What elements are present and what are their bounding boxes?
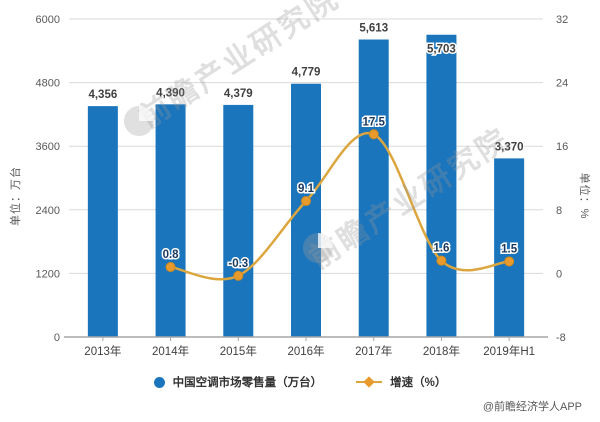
bar-value-label: 3,370 xyxy=(495,141,524,153)
bar xyxy=(358,39,389,338)
line-value-label: 1.5 xyxy=(501,243,518,255)
line-marker xyxy=(368,129,379,140)
line-marker xyxy=(301,196,311,207)
bar-value-label: 4,390 xyxy=(156,87,185,99)
line-value-label: 17.5 xyxy=(363,116,386,128)
line-marker xyxy=(436,255,447,266)
bar xyxy=(426,34,457,338)
bar-value-label: 5,613 xyxy=(359,23,388,35)
x-axis-label: 2017年 xyxy=(355,344,392,358)
line-value-label: 9.1 xyxy=(298,183,315,195)
x-axis-label: 2015年 xyxy=(220,344,257,358)
growth-line xyxy=(170,131,510,281)
right-axis-tick-label: 16 xyxy=(556,141,568,153)
legend-label-growth-rate: 增速（%） xyxy=(390,377,447,389)
line-marker xyxy=(504,256,515,267)
legend-item-growth-rate: 增速（%） xyxy=(356,374,446,390)
left-axis-tick-label: 2400 xyxy=(36,205,60,217)
left-axis-tick-label: 6000 xyxy=(36,14,60,26)
right-axis-tick-label: 0 xyxy=(556,268,562,280)
bar xyxy=(291,83,321,337)
right-axis-tick-label: 32 xyxy=(556,14,568,26)
legend-label-retail-volume: 中国空调市场零售量（万台） xyxy=(172,377,323,389)
line-marker xyxy=(233,270,244,281)
bar-value-label: 4,379 xyxy=(224,88,253,100)
line-series-swatch-icon xyxy=(356,376,383,388)
bar xyxy=(87,106,118,337)
bar xyxy=(494,158,525,337)
x-axis-label: 2014年 xyxy=(152,344,189,358)
source-credit: @前瞻经济学人APP xyxy=(482,401,582,413)
x-axis-label: 2016年 xyxy=(287,344,324,358)
bar-value-label: 4,779 xyxy=(292,67,321,79)
bar-value-label: 5,703 xyxy=(427,44,456,56)
legend: 中国空调市场零售量（万台） 增速（%） xyxy=(0,374,600,390)
line-marker xyxy=(165,262,176,273)
legend-item-retail-volume: 中国空调市场零售量（万台） xyxy=(153,374,323,390)
line-value-label: 1.6 xyxy=(433,243,449,255)
left-axis-tick-label: 1200 xyxy=(36,268,60,280)
left-axis-title: 单位：万台 xyxy=(10,166,22,226)
bar xyxy=(223,104,254,338)
left-axis-tick-label: 4800 xyxy=(36,78,60,90)
line-value-label: 0.8 xyxy=(163,249,180,261)
x-axis-label: 2019年H1 xyxy=(483,344,535,358)
bar-series-swatch-icon xyxy=(153,376,165,388)
x-axis-label: 2018年 xyxy=(423,344,460,358)
right-axis-tick-label: 8 xyxy=(556,205,562,217)
x-axis-label: 2013年 xyxy=(84,344,121,358)
right-axis-tick-label: 24 xyxy=(556,78,568,90)
left-axis-tick-label: 3600 xyxy=(36,141,60,153)
bar xyxy=(155,104,186,337)
bar-value-label: 4,356 xyxy=(88,89,117,101)
left-axis-tick-label: 0 xyxy=(54,332,60,344)
line-swatch-marker xyxy=(363,376,375,388)
right-axis-tick-label: -8 xyxy=(556,332,566,344)
right-axis-title: 单位：% xyxy=(578,172,590,220)
line-value-label: -0.3 xyxy=(228,258,248,270)
